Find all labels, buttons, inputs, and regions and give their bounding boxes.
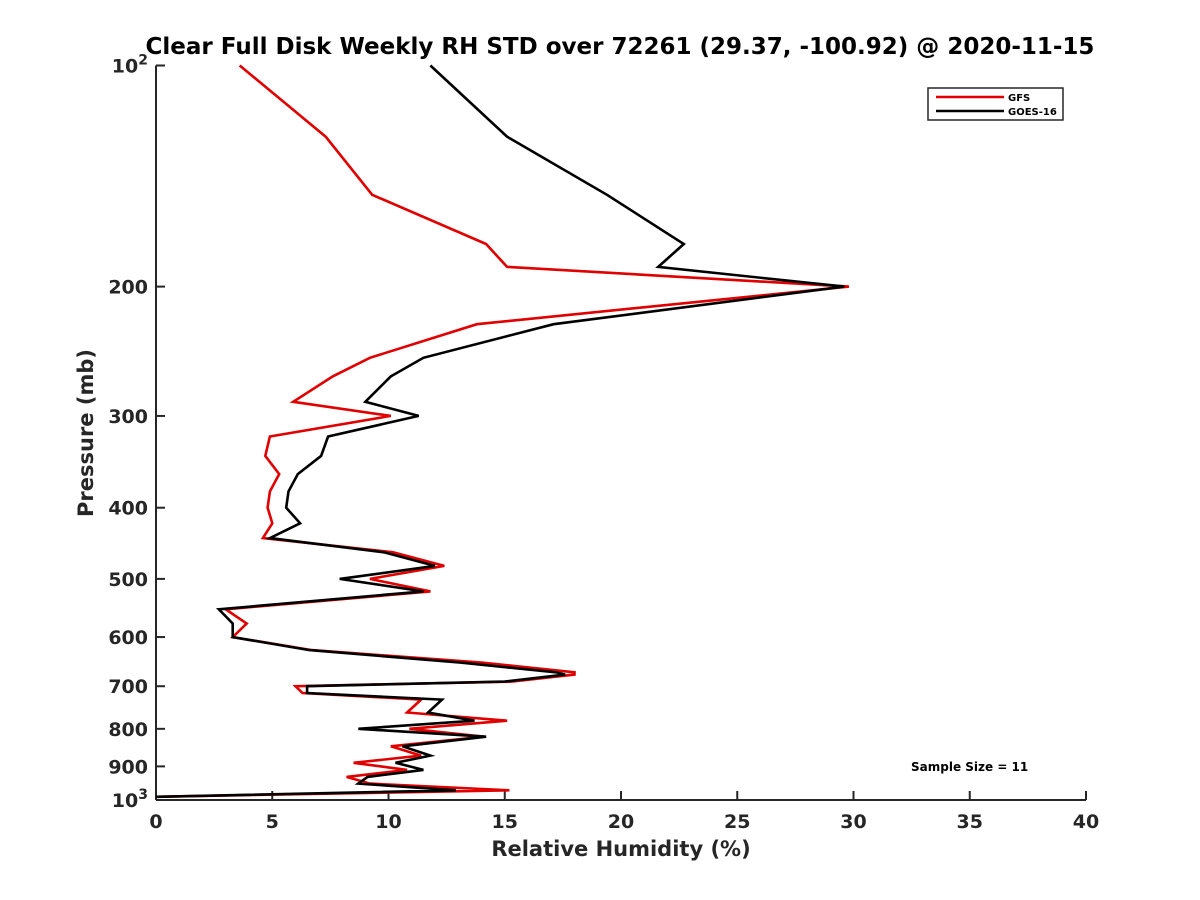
x-tick-label: 10	[375, 811, 401, 833]
y-tick-label: 500	[108, 569, 148, 591]
series-line-goes16	[155, 64, 845, 799]
y-tick-label: 102	[112, 53, 148, 78]
sample-size-annotation: Sample Size = 11	[911, 760, 1028, 774]
x-tick-label: 40	[1073, 811, 1099, 833]
y-tick-label: 400	[108, 498, 148, 520]
series-line-gfs	[155, 64, 850, 799]
x-tick-label: 15	[492, 811, 518, 833]
x-tick-label: 5	[266, 811, 279, 833]
y-tick-label: 600	[108, 627, 148, 649]
legend-box	[927, 87, 1064, 121]
y-ticks: 102 200 300 400 500 600 700 800 900 103	[108, 53, 165, 812]
chart-title: Clear Full Disk Weekly RH STD over 72261…	[146, 34, 1095, 60]
x-tick-label: 30	[840, 811, 866, 833]
legend-label-gfs: GFS	[1008, 93, 1030, 104]
y-tick-label: 103	[112, 787, 148, 812]
y-tick-label: 900	[108, 756, 148, 778]
x-axis-label: Relative Humidity (%)	[491, 837, 750, 861]
legend-label-goes16: GOES-16	[1008, 107, 1057, 118]
y-tick-label: 800	[108, 719, 148, 741]
x-ticks: 0 5 10 15 20 25 30 35 40	[149, 791, 1099, 833]
y-tick-label: 200	[108, 277, 148, 299]
legend: GFS GOES-16	[927, 87, 1064, 121]
x-tick-label: 20	[608, 811, 634, 833]
y-axis-label: Pressure (mb)	[74, 349, 98, 517]
y-tick-label: 300	[108, 406, 148, 428]
x-tick-label: 25	[724, 811, 750, 833]
x-tick-label: 35	[957, 811, 983, 833]
x-tick-label: 0	[149, 811, 162, 833]
series-lines	[155, 64, 850, 799]
y-tick-label: 700	[108, 676, 148, 698]
